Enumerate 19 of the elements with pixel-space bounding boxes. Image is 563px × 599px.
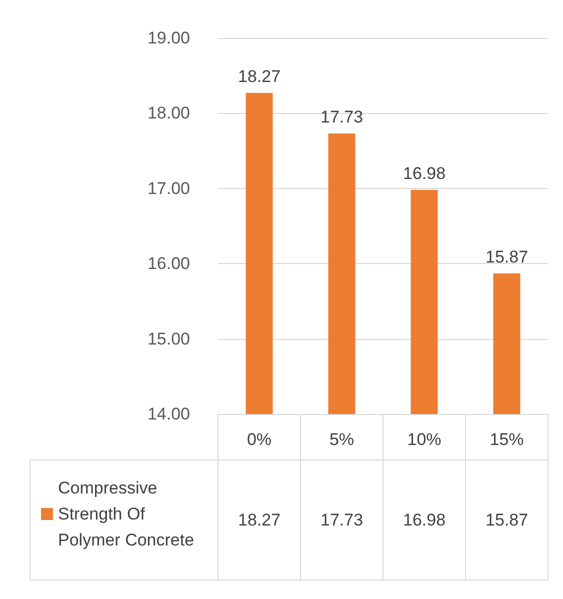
y-tick-label: 18.00 (147, 104, 190, 123)
legend-label: Compressive Strength Of Polymer Concrete (58, 478, 194, 550)
text: 18.27 (238, 66, 281, 86)
text: 17.73 (320, 108, 364, 127)
y-tick-label: 17.00 (147, 178, 190, 198)
x-tick-label: 15% (490, 430, 524, 449)
y-tick-label: 16.00 (147, 254, 190, 274)
y-tick-label: 19.00 (147, 28, 190, 48)
x-tick-label: 5% (329, 430, 354, 449)
y-tick-label: 14.00 (147, 404, 190, 424)
x-tick-label: 10% (407, 430, 442, 449)
data-label: 17.73 (320, 510, 364, 530)
text: 16.98 (402, 164, 446, 183)
y-tick-label: 15.00 (147, 329, 190, 348)
data-label: 16.98 (402, 510, 446, 530)
data-label: 18.27 (238, 510, 281, 530)
data-label: 15.87 (485, 510, 528, 530)
text: 15.87 (485, 247, 528, 266)
x-tick-label: 0% (246, 430, 272, 449)
